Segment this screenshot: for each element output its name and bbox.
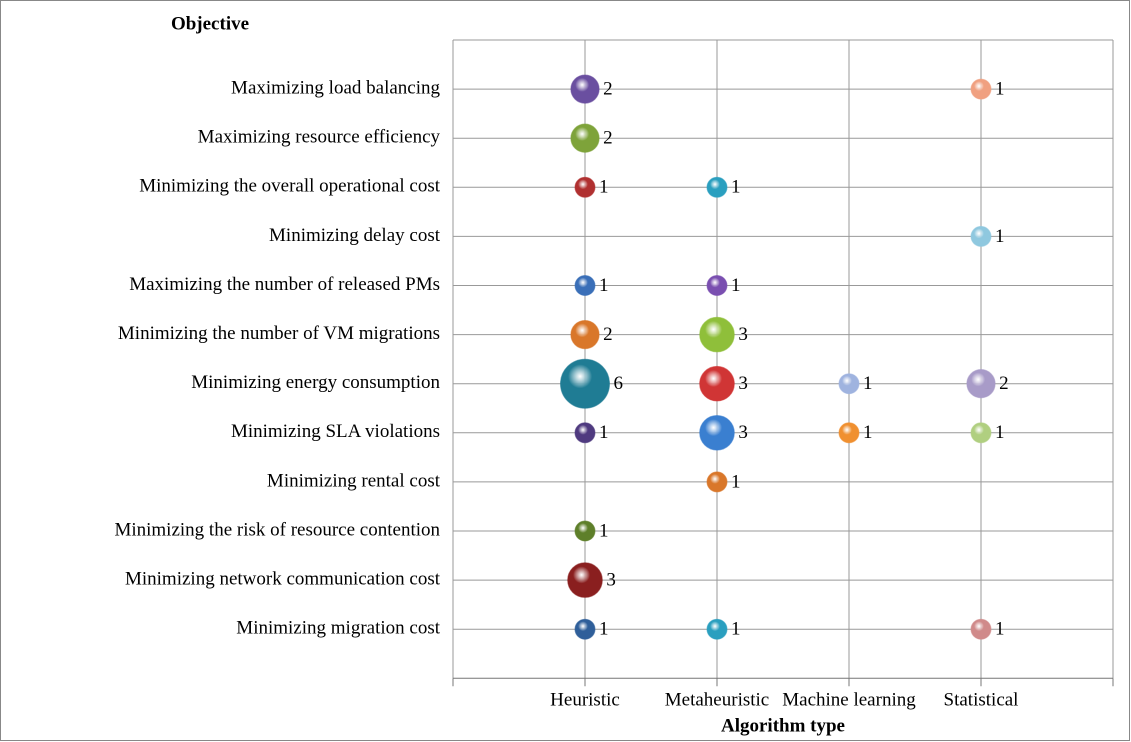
x-tick-label: Heuristic xyxy=(550,689,620,710)
bubble xyxy=(838,422,860,444)
y-tick-label: Maximizing resource efficiency xyxy=(198,127,441,148)
bubble xyxy=(706,275,728,296)
bubble xyxy=(574,176,596,198)
data-label: 6 xyxy=(613,373,623,394)
bubble xyxy=(706,471,728,493)
data-label: 1 xyxy=(731,471,741,492)
data-label: 3 xyxy=(606,569,616,590)
data-label: 1 xyxy=(995,78,1005,99)
bubble xyxy=(570,74,600,104)
data-label: 2 xyxy=(999,373,1009,394)
y-tick-label: Minimizing energy consumption xyxy=(191,372,440,393)
data-label: 3 xyxy=(738,422,748,443)
y-tick-label: Minimizing rental cost xyxy=(267,470,441,491)
bubble xyxy=(966,369,996,399)
bubble xyxy=(706,618,728,640)
bubble xyxy=(570,319,600,350)
y-tick-label: Minimizing SLA violations xyxy=(231,421,440,442)
bubble xyxy=(970,225,992,247)
x-tick-label: Statistical xyxy=(944,689,1019,710)
data-label: 1 xyxy=(599,619,609,640)
bubble xyxy=(574,422,596,444)
y-tick-label: Minimizing the overall operational cost xyxy=(139,176,440,197)
data-label: 1 xyxy=(731,177,741,198)
data-label: 3 xyxy=(738,324,748,345)
bubble xyxy=(706,176,728,198)
y-tick-label: Minimizing the number of VM migrations xyxy=(118,323,440,344)
y-tick-label: Maximizing the number of released PMs xyxy=(129,274,440,295)
bubble xyxy=(567,562,603,598)
bubble xyxy=(560,358,610,409)
bubble xyxy=(699,414,735,451)
data-label: 1 xyxy=(731,619,741,640)
bubble xyxy=(970,78,992,100)
data-label: 1 xyxy=(995,226,1005,247)
data-label: 2 xyxy=(603,78,613,99)
bubble xyxy=(574,618,596,640)
bubble xyxy=(699,316,735,353)
bubble xyxy=(574,275,596,296)
y-tick-label: Minimizing delay cost xyxy=(269,225,441,246)
y-tick-label: Minimizing network communication cost xyxy=(125,568,441,589)
data-label: 1 xyxy=(599,177,609,198)
data-label: 1 xyxy=(599,275,609,296)
bubble xyxy=(970,618,992,640)
data-label: 1 xyxy=(599,422,609,443)
y-tick-label: Minimizing the risk of resource contenti… xyxy=(114,519,440,540)
data-label: 1 xyxy=(995,619,1005,640)
x-axis-title: Algorithm type xyxy=(721,715,845,736)
data-label: 1 xyxy=(863,422,873,443)
bubble xyxy=(574,520,596,542)
data-label: 1 xyxy=(863,373,873,394)
y-axis-title: Objective xyxy=(171,13,249,34)
data-label: 3 xyxy=(738,373,748,394)
data-label: 2 xyxy=(603,324,613,345)
data-label: 1 xyxy=(599,520,609,541)
bubble xyxy=(570,123,600,153)
x-tick-label: Machine learning xyxy=(782,689,916,710)
bubble xyxy=(970,422,992,444)
bubble xyxy=(838,373,860,395)
data-label: 2 xyxy=(603,128,613,149)
y-tick-label: Maximizing load balancing xyxy=(231,77,440,98)
data-label: 1 xyxy=(731,275,741,296)
bubble xyxy=(699,365,735,402)
data-label: 1 xyxy=(995,422,1005,443)
x-tick-label: Metaheuristic xyxy=(665,689,769,710)
y-tick-label: Minimizing migration cost xyxy=(236,618,440,639)
